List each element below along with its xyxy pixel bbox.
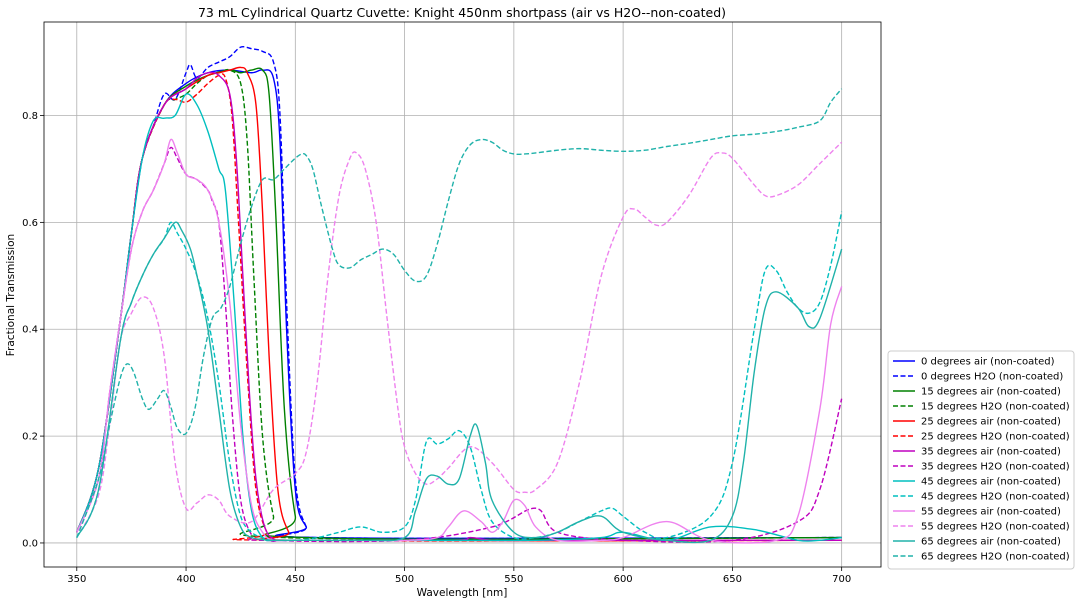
y-tick-label: 0.4 bbox=[22, 325, 38, 336]
legend-label: 65 degrees air (non-coated) bbox=[921, 537, 1061, 548]
x-tick-label: 400 bbox=[177, 574, 196, 585]
x-tick-label: 500 bbox=[395, 574, 414, 585]
series-line-12 bbox=[76, 221, 843, 544]
legend-label: 35 degrees air (non-coated) bbox=[921, 447, 1061, 458]
y-tick-label: 0.6 bbox=[22, 218, 38, 229]
x-tick-label: 450 bbox=[286, 574, 305, 585]
legend-label: 25 degrees air (non-coated) bbox=[921, 417, 1061, 428]
y-tick-label: 0.2 bbox=[22, 432, 38, 443]
legend: 0 degrees air (non-coated) 0 degrees H2O … bbox=[887, 350, 1075, 570]
legend-label: 55 degrees air (non-coated) bbox=[921, 507, 1061, 518]
plot-frame bbox=[43, 21, 882, 568]
series-line-13 bbox=[76, 88, 843, 538]
legend-label: 65 degrees H2O (non-coated) bbox=[921, 552, 1070, 563]
legend-label: 45 degrees H2O (non-coated) bbox=[921, 492, 1070, 503]
legend-label: 35 degrees H2O (non-coated) bbox=[921, 462, 1070, 473]
series-line-9 bbox=[76, 211, 843, 542]
legend-box bbox=[887, 350, 1075, 570]
legend-label: 15 degrees air (non-coated) bbox=[921, 387, 1061, 398]
x-tick-label: 550 bbox=[504, 574, 523, 585]
chart-title: 73 mL Cylindrical Quartz Cuvette: Knight… bbox=[198, 5, 726, 20]
legend-label: 55 degrees H2O (non-coated) bbox=[921, 522, 1070, 533]
y-tick-label: 0.8 bbox=[22, 111, 38, 122]
x-tick-label: 350 bbox=[67, 574, 86, 585]
x-tick-label: 700 bbox=[832, 574, 851, 585]
legend-label: 15 degrees H2O (non-coated) bbox=[921, 402, 1070, 413]
legend-label: 25 degrees H2O (non-coated) bbox=[921, 432, 1070, 443]
legend-label: 45 degrees air (non-coated) bbox=[921, 477, 1061, 488]
y-tick-label: 0.0 bbox=[22, 538, 38, 549]
axis-ticks: 350 400 450 500 550 600 650 700 0.0 0.2 0.4 0.6 0.8 bbox=[22, 111, 851, 585]
x-tick-label: 650 bbox=[723, 574, 742, 585]
x-tick-label: 600 bbox=[614, 574, 633, 585]
legend-label: 0 degrees H2O (non-coated) bbox=[921, 372, 1063, 383]
x-axis-label: Wavelength [nm] bbox=[417, 587, 508, 599]
legend-label: 0 degrees air (non-coated) bbox=[921, 357, 1055, 368]
y-axis-label: Fractional Transmission bbox=[5, 234, 17, 356]
series-line-11 bbox=[76, 141, 843, 538]
grid bbox=[44, 22, 881, 567]
series-lines bbox=[76, 46, 843, 544]
